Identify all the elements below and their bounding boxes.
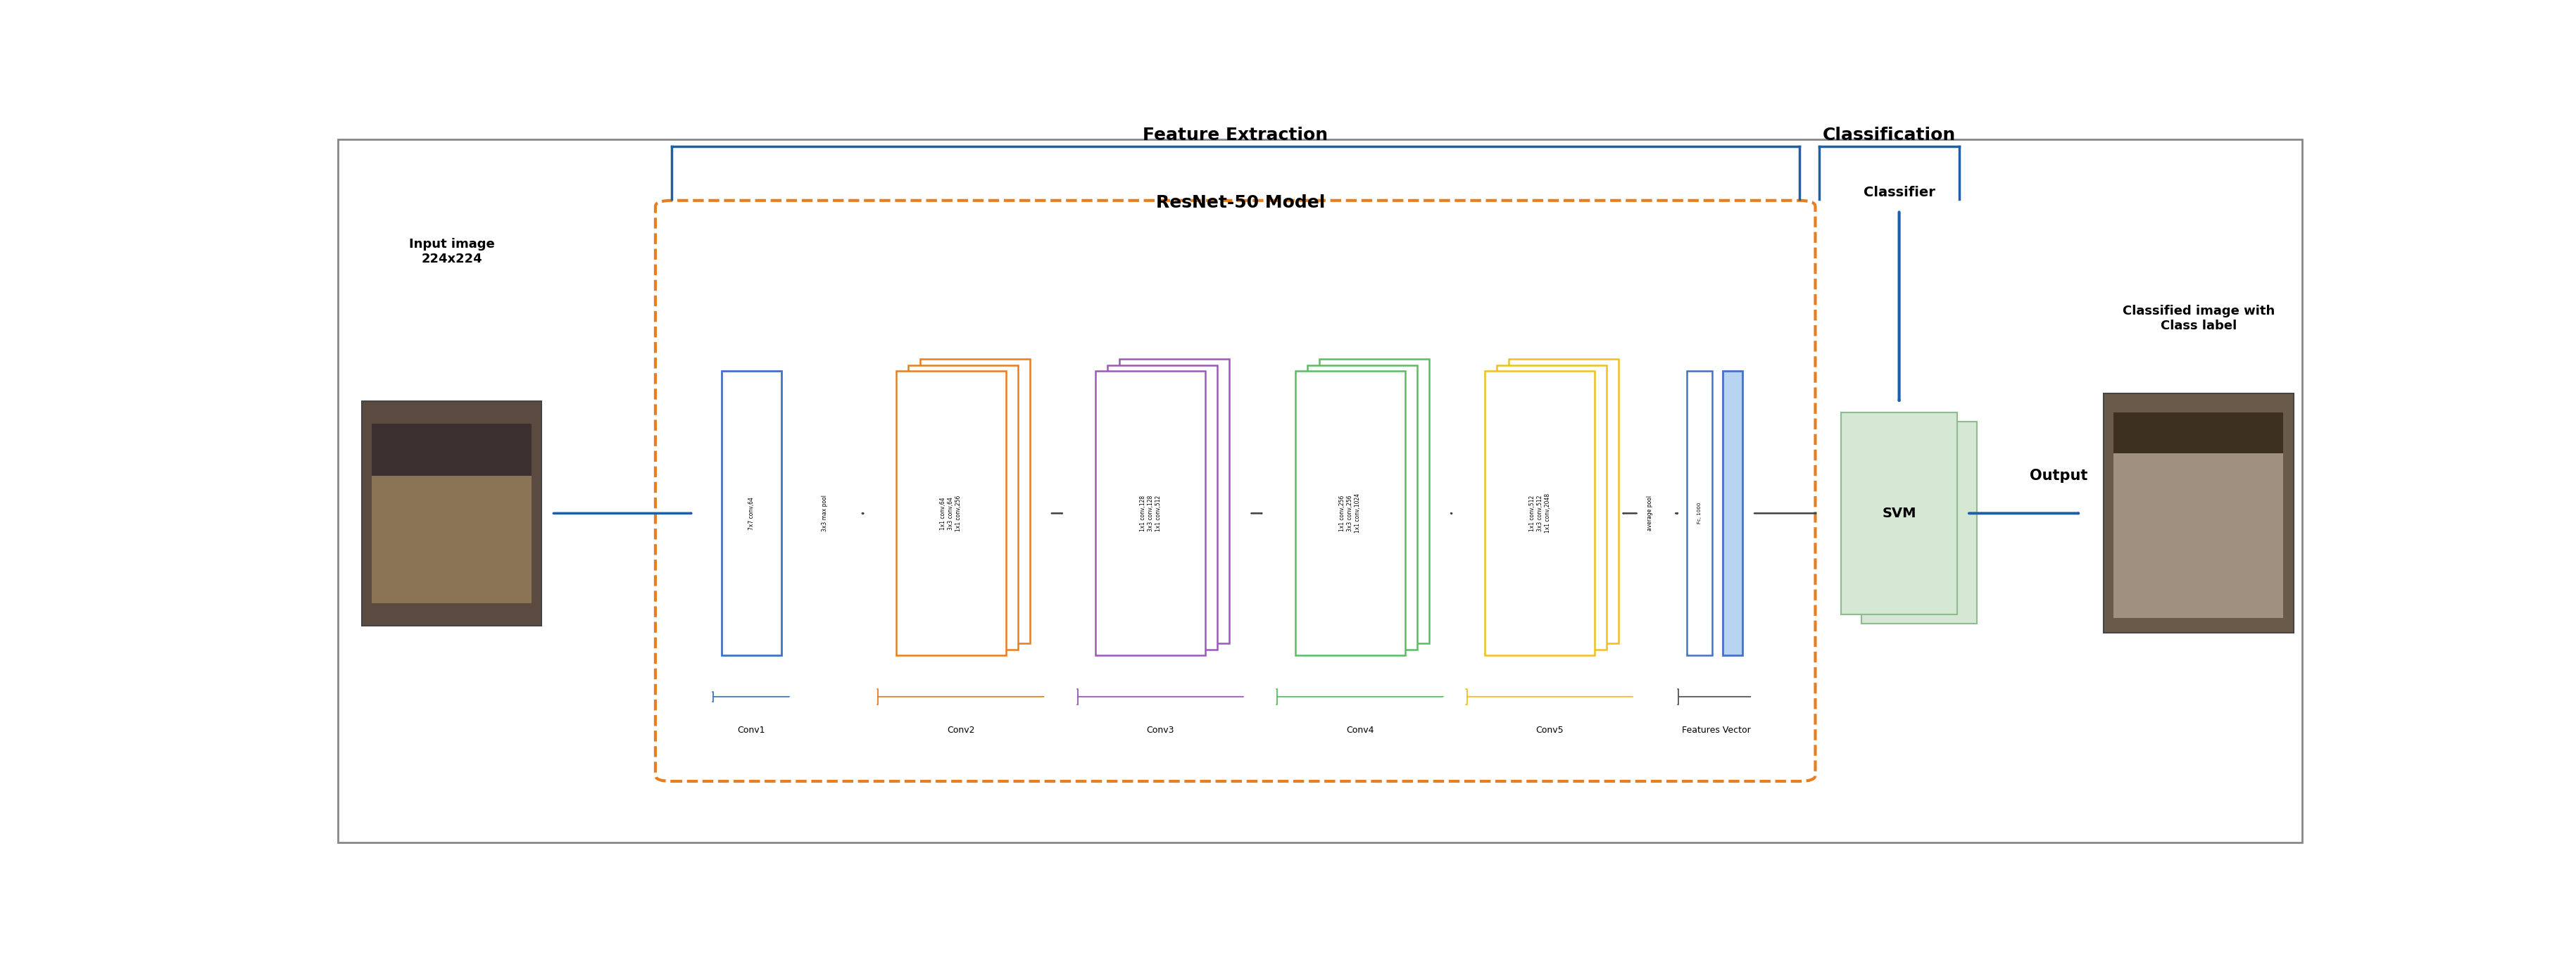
Text: Conv5: Conv5 [1535,726,1564,735]
FancyBboxPatch shape [2115,431,2282,618]
FancyBboxPatch shape [371,424,531,476]
FancyBboxPatch shape [907,365,1018,649]
Text: 1x1 conv,64
3x3 conv,64
1x1 conv,256: 1x1 conv,64 3x3 conv,64 1x1 conv,256 [940,495,961,532]
FancyBboxPatch shape [1095,371,1206,655]
Text: 3x3 max pool: 3x3 max pool [822,495,829,532]
Text: 1x1 conv,512
3x3 conv,512
1x1 conv,2048: 1x1 conv,512 3x3 conv,512 1x1 conv,2048 [1528,494,1551,533]
FancyBboxPatch shape [1121,359,1229,643]
FancyBboxPatch shape [1319,359,1430,643]
FancyBboxPatch shape [1723,371,1741,655]
FancyBboxPatch shape [1510,359,1618,643]
Text: Conv3: Conv3 [1146,726,1175,735]
FancyBboxPatch shape [1497,365,1607,649]
Text: Features Vector: Features Vector [1682,726,1752,735]
FancyBboxPatch shape [1842,412,1958,614]
Text: Classification: Classification [1824,127,1955,144]
Text: Conv2: Conv2 [948,726,974,735]
FancyBboxPatch shape [2115,412,2282,454]
Text: SVM: SVM [1883,506,1917,520]
FancyBboxPatch shape [361,401,541,626]
Text: Conv1: Conv1 [737,726,765,735]
Text: Input image
224x224: Input image 224x224 [410,238,495,265]
Text: Classifier: Classifier [1862,186,1935,199]
FancyBboxPatch shape [2105,394,2293,633]
FancyBboxPatch shape [1484,371,1595,655]
Text: Classified image with
Class label: Classified image with Class label [2123,305,2275,332]
Text: 1x1 conv,256
3x3 conv,256
1x1 conv,1024: 1x1 conv,256 3x3 conv,256 1x1 conv,1024 [1340,494,1360,533]
Text: ResNet-50 Model: ResNet-50 Model [1157,194,1324,211]
FancyBboxPatch shape [1108,365,1218,649]
Text: 1x1 conv,128
3x3 conv,128
1x1 conv,512: 1x1 conv,128 3x3 conv,128 1x1 conv,512 [1139,495,1162,532]
FancyBboxPatch shape [1687,371,1713,655]
FancyBboxPatch shape [337,139,2303,843]
FancyBboxPatch shape [896,371,1005,655]
FancyBboxPatch shape [371,431,531,603]
Text: average pool: average pool [1646,496,1654,531]
Text: Fc, 1000: Fc, 1000 [1698,503,1703,524]
FancyBboxPatch shape [920,359,1030,643]
FancyBboxPatch shape [721,371,781,655]
Text: Conv4: Conv4 [1347,726,1373,735]
Text: Feature Extraction: Feature Extraction [1144,127,1329,144]
FancyBboxPatch shape [1862,421,1976,623]
Text: Output: Output [2030,469,2089,483]
FancyBboxPatch shape [1296,371,1404,655]
FancyBboxPatch shape [1306,365,1417,649]
Text: 7x7 conv,64: 7x7 conv,64 [747,497,755,530]
